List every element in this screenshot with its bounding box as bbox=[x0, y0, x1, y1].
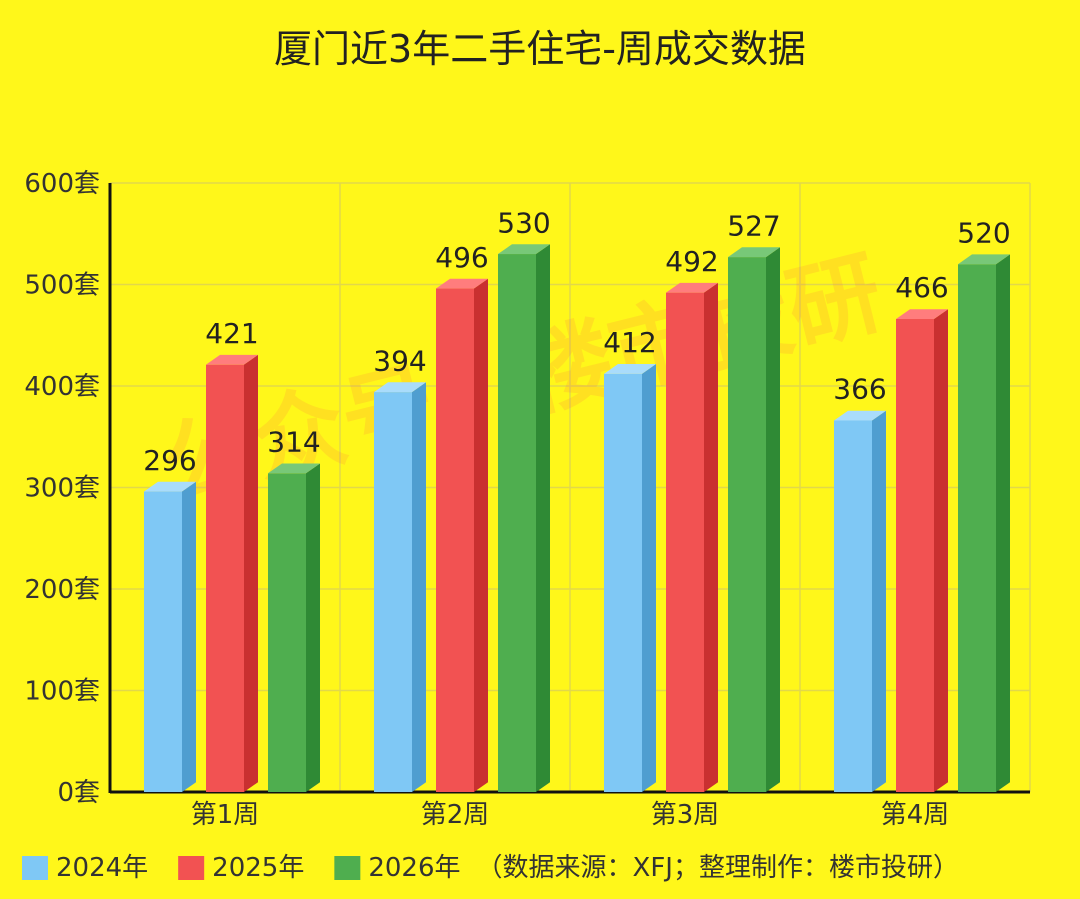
bar-top bbox=[958, 254, 1010, 265]
legend: 2024年 2025年 2026年 （数据来源：XFJ；整理制作：楼市投研） bbox=[22, 853, 959, 883]
y-tick-label: 500套 bbox=[24, 271, 100, 301]
bar-side bbox=[536, 244, 550, 792]
bar-top bbox=[666, 282, 718, 293]
bar-top bbox=[374, 382, 426, 393]
data-label: 496 bbox=[435, 241, 488, 274]
y-tick-label: 600套 bbox=[24, 169, 100, 199]
data-label: 394 bbox=[373, 344, 426, 377]
bar-top bbox=[896, 309, 948, 320]
bar-front bbox=[604, 373, 642, 792]
bar-side bbox=[412, 382, 426, 792]
y-tick-label: 100套 bbox=[24, 677, 100, 707]
bar-top bbox=[268, 463, 320, 474]
data-label: 466 bbox=[895, 271, 948, 304]
bar-front bbox=[144, 491, 182, 792]
grid bbox=[110, 182, 1031, 792]
x-tick-label: 第1周 bbox=[191, 800, 260, 830]
bar-top bbox=[436, 278, 488, 289]
value-labels: 296 421 314 394 496 530 412 492 527 366 466 520 bbox=[143, 206, 1010, 477]
data-label: 530 bbox=[497, 206, 550, 239]
x-tick-label: 第2周 bbox=[421, 800, 490, 830]
bars bbox=[144, 244, 1010, 793]
bar bbox=[604, 364, 656, 792]
bar-top bbox=[206, 354, 258, 365]
bar-side bbox=[996, 254, 1010, 792]
bar-side bbox=[306, 463, 320, 792]
bar bbox=[498, 244, 550, 793]
bar-side bbox=[934, 309, 948, 792]
data-label: 314 bbox=[267, 425, 320, 458]
bar-side bbox=[704, 282, 718, 792]
legend-label: 2025年 bbox=[212, 853, 304, 883]
bar-top bbox=[728, 247, 780, 258]
bar-top bbox=[498, 244, 550, 255]
bar bbox=[436, 278, 488, 792]
y-tick-label: 200套 bbox=[24, 575, 100, 605]
y-tick-label: 300套 bbox=[24, 474, 100, 504]
bar-side bbox=[182, 481, 196, 792]
x-tick-label: 第3周 bbox=[651, 800, 720, 830]
bar-top bbox=[144, 481, 196, 492]
bar-front bbox=[728, 257, 766, 793]
bar-front bbox=[666, 292, 704, 792]
chart-title: 厦门近3年二手住宅-周成交数据 bbox=[274, 27, 806, 71]
bar bbox=[144, 481, 196, 792]
bar bbox=[728, 247, 780, 793]
data-label: 296 bbox=[143, 444, 196, 477]
bar-side bbox=[474, 278, 488, 792]
bar-top bbox=[604, 364, 656, 374]
bar bbox=[958, 254, 1010, 792]
y-tick-label: 400套 bbox=[24, 372, 100, 402]
bar bbox=[896, 309, 948, 792]
data-label: 421 bbox=[205, 317, 258, 350]
bar-front bbox=[268, 473, 306, 792]
data-label: 412 bbox=[603, 326, 656, 359]
bar-side bbox=[642, 364, 656, 792]
data-label: 366 bbox=[833, 373, 886, 406]
bar bbox=[374, 382, 426, 792]
data-label: 527 bbox=[727, 209, 780, 242]
x-tick-label: 第4周 bbox=[881, 800, 950, 830]
bar-side bbox=[244, 354, 258, 792]
bar-front bbox=[834, 420, 872, 792]
bar-front bbox=[374, 392, 412, 792]
data-label: 492 bbox=[665, 245, 718, 278]
legend-note: （数据来源：XFJ；整理制作：楼市投研） bbox=[477, 853, 959, 883]
bar bbox=[268, 463, 320, 792]
legend-label: 2024年 bbox=[56, 853, 148, 883]
bar bbox=[206, 354, 258, 792]
bar-front bbox=[206, 364, 244, 792]
bar bbox=[834, 410, 886, 792]
data-label: 520 bbox=[957, 216, 1010, 249]
bar-front bbox=[498, 254, 536, 793]
bar-front bbox=[896, 319, 934, 792]
legend-swatch bbox=[22, 856, 48, 880]
bar-side bbox=[872, 410, 886, 792]
bar-side bbox=[766, 247, 780, 793]
y-tick-label: 0套 bbox=[57, 778, 100, 808]
legend-swatch bbox=[334, 856, 361, 880]
legend-label: 2026年 bbox=[368, 853, 460, 883]
legend-swatch bbox=[178, 856, 205, 880]
bar bbox=[666, 282, 718, 792]
bar-front bbox=[436, 288, 474, 792]
bar-top bbox=[834, 410, 886, 421]
bar-front bbox=[958, 264, 996, 792]
